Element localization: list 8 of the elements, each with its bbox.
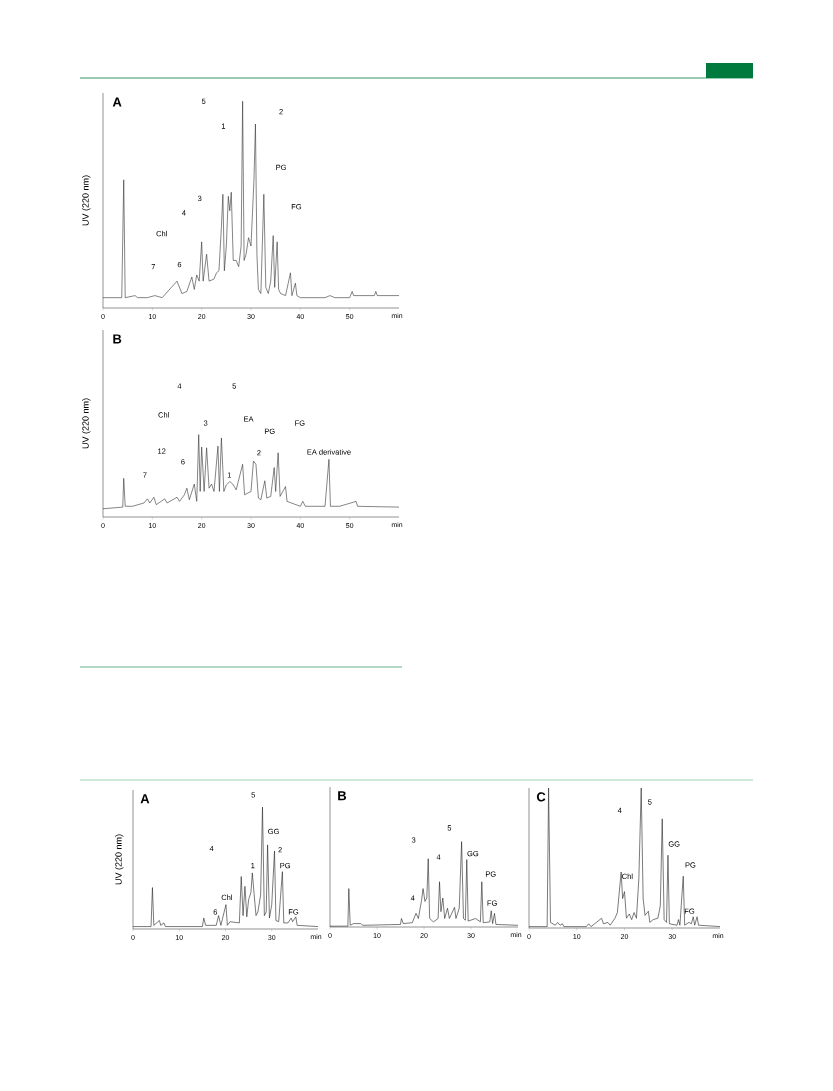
chart-title: A	[140, 794, 150, 804]
y-axis-title: UV (220 nm)	[82, 398, 91, 449]
y-axis-title: UV (220 nm)	[82, 175, 91, 226]
chart-title: B	[113, 334, 122, 344]
chart-title: B	[338, 791, 347, 801]
chart-title: A	[112, 97, 122, 107]
chart-title: C	[536, 792, 546, 802]
y-axis-title: UV (220 nm)	[115, 834, 124, 885]
